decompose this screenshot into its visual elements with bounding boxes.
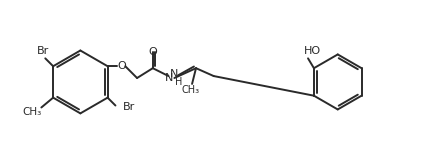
Text: O: O — [117, 61, 126, 71]
Text: Br: Br — [37, 46, 50, 56]
Text: N: N — [165, 73, 174, 83]
Text: CH₃: CH₃ — [181, 85, 199, 95]
Text: H: H — [176, 77, 183, 87]
Text: Br: Br — [123, 103, 136, 112]
Text: O: O — [148, 47, 157, 57]
Text: CH₃: CH₃ — [22, 107, 41, 117]
Text: N: N — [170, 69, 179, 79]
Text: HO: HO — [304, 46, 321, 56]
